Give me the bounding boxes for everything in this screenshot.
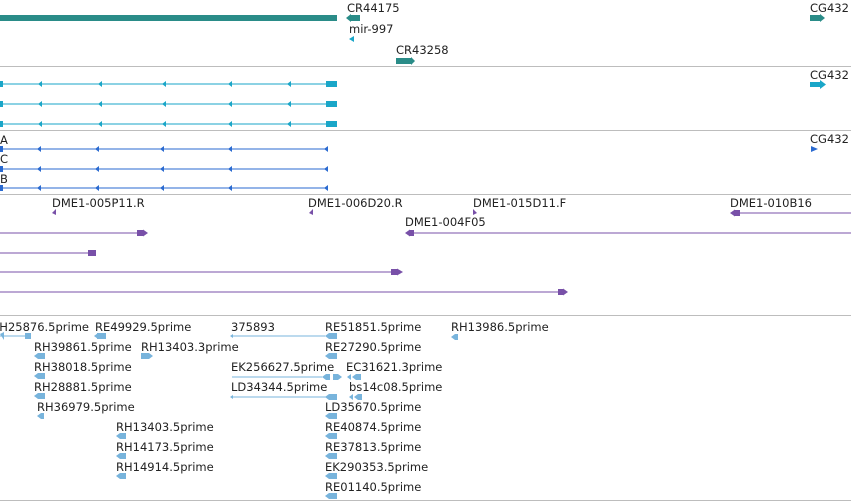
est-label[interactable]: RH14173.5prime <box>116 440 214 454</box>
transcript-label-cg432[interactable]: CG432 <box>810 68 849 82</box>
gene-arrow-mir997[interactable] <box>349 36 354 42</box>
est-track: SH25876.5prime RE49929.5prime 375893 RE5… <box>0 316 851 502</box>
est-label[interactable]: RE37813.5prime <box>325 440 422 454</box>
track-divider <box>0 130 851 131</box>
gene-label-cg432-top[interactable]: CG432 <box>810 1 849 15</box>
gene-bar-cr43258[interactable] <box>396 58 412 64</box>
clone-label-005p11[interactable]: DME1-005P11.R <box>52 196 145 210</box>
est-label[interactable]: RH14914.5prime <box>116 460 214 474</box>
est-label[interactable]: RE51851.5prime <box>325 320 422 334</box>
clone-label-006d20[interactable]: DME1-006D20.R <box>308 196 403 210</box>
est-label[interactable]: RE49929.5prime <box>95 320 192 334</box>
track-divider <box>0 66 851 67</box>
est-marks[interactable] <box>0 316 851 502</box>
est-label[interactable]: RE40874.5prime <box>325 420 422 434</box>
track-divider <box>0 315 851 316</box>
est-label[interactable]: RH13986.5prime <box>451 320 549 334</box>
est-label[interactable]: 375893 <box>231 320 275 334</box>
est-label[interactable]: LD35670.5prime <box>325 400 422 414</box>
est-label[interactable]: RH13403.3prime <box>141 340 239 354</box>
clone-label-015d11[interactable]: DME1-015D11.F <box>473 196 567 210</box>
est-label[interactable]: RH28881.5prime <box>34 380 132 394</box>
clone-track: DME1-005P11.R DME1-006D20.R DME1-015D11.… <box>0 195 851 315</box>
est-label[interactable]: bs14c08.5prime <box>349 380 443 394</box>
gene-bar-cg432-top[interactable] <box>810 15 820 21</box>
transcript-rows[interactable] <box>0 67 851 130</box>
est-label[interactable]: SH25876.5prime <box>0 320 90 334</box>
gene-label-cr43258[interactable]: CR43258 <box>396 43 449 57</box>
cds-rows[interactable] <box>0 131 851 194</box>
est-label[interactable]: RE27290.5prime <box>325 340 422 354</box>
cds-label-cg432[interactable]: CG432 <box>810 132 849 146</box>
cds-label-a: A <box>0 133 8 147</box>
cds-label-b: B <box>0 172 8 186</box>
est-label[interactable]: EK290353.5prime <box>325 460 429 474</box>
gene-arrow-cg432-top <box>820 14 825 22</box>
est-label[interactable]: LD34344.5prime <box>231 380 328 394</box>
est-label[interactable]: EC31621.3prime <box>346 360 443 374</box>
gene-track: CR44175 mir-997 CR43258 CG432 <box>0 0 851 66</box>
est-label[interactable]: RH39861.5prime <box>34 340 132 354</box>
est-label[interactable]: RH13403.5prime <box>116 420 214 434</box>
gene-arrow-cr44175 <box>346 14 351 22</box>
cds-track: A C B CG432 <box>0 131 851 194</box>
track-divider <box>0 194 851 195</box>
est-label[interactable]: EK256627.5prime <box>231 360 335 374</box>
gene-arrow-cr43258 <box>411 57 415 65</box>
est-label[interactable]: RE01140.5prime <box>325 480 422 494</box>
clone-label-004f05[interactable]: DME1-004F05 <box>405 215 486 229</box>
cds-label-c: C <box>0 152 9 166</box>
gene-label-cr44175[interactable]: CR44175 <box>347 1 400 15</box>
clone-label-010b16[interactable]: DME1-010B16 <box>730 196 812 210</box>
transcript-track: CG432 <box>0 67 851 130</box>
est-label[interactable]: RH38018.5prime <box>34 360 132 374</box>
gene-bar-cr44175-end[interactable] <box>350 15 360 21</box>
est-label[interactable]: RH36979.5prime <box>37 400 135 414</box>
gene-bar-cr44175[interactable] <box>0 15 337 21</box>
clone-rows[interactable] <box>0 195 851 315</box>
track-divider <box>0 500 851 501</box>
gene-label-mir997[interactable]: mir-997 <box>349 22 394 36</box>
